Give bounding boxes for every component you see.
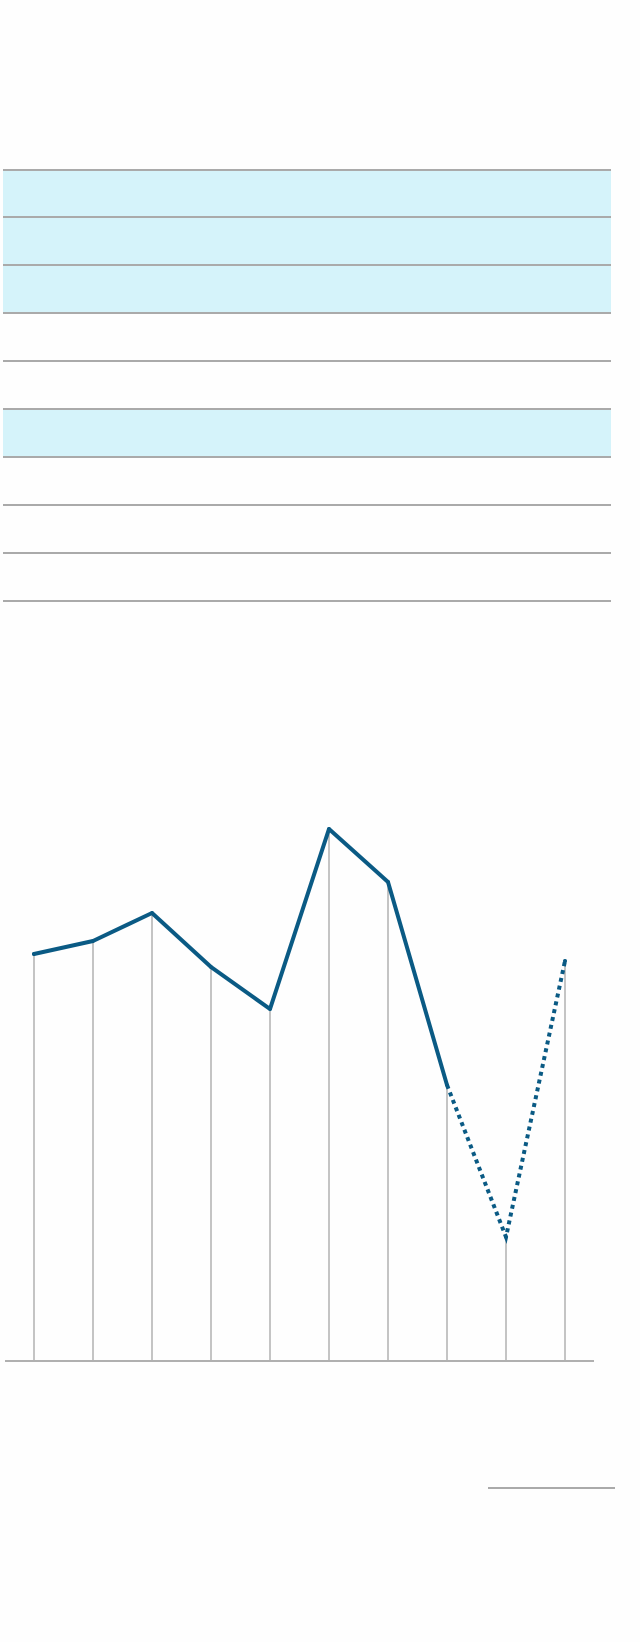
- data-point: [445, 1083, 449, 1087]
- table-row: [3, 504, 611, 552]
- table-row: [3, 552, 611, 602]
- data-point: [386, 880, 390, 884]
- table-row: [3, 169, 611, 216]
- table-row: [3, 360, 611, 408]
- data-point: [268, 1007, 272, 1011]
- data-table: [3, 169, 611, 602]
- data-point: [91, 939, 95, 943]
- legend-rule: [488, 1487, 615, 1489]
- table-row: [3, 216, 611, 264]
- table-row: [3, 408, 611, 456]
- data-point: [32, 952, 36, 956]
- data-point: [504, 1235, 508, 1239]
- table-row: [3, 312, 611, 360]
- table-row: [3, 456, 611, 504]
- data-point: [327, 827, 331, 831]
- series-line-solid: [32, 827, 449, 1087]
- series-line-dotted: [445, 960, 567, 1244]
- data-point: [209, 965, 213, 969]
- data-point: [150, 911, 154, 915]
- table-row: [3, 264, 611, 312]
- data-point: [563, 959, 567, 963]
